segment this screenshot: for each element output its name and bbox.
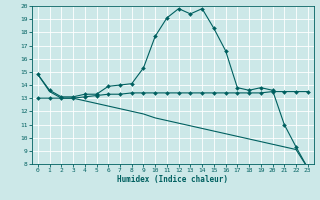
X-axis label: Humidex (Indice chaleur): Humidex (Indice chaleur) <box>117 175 228 184</box>
